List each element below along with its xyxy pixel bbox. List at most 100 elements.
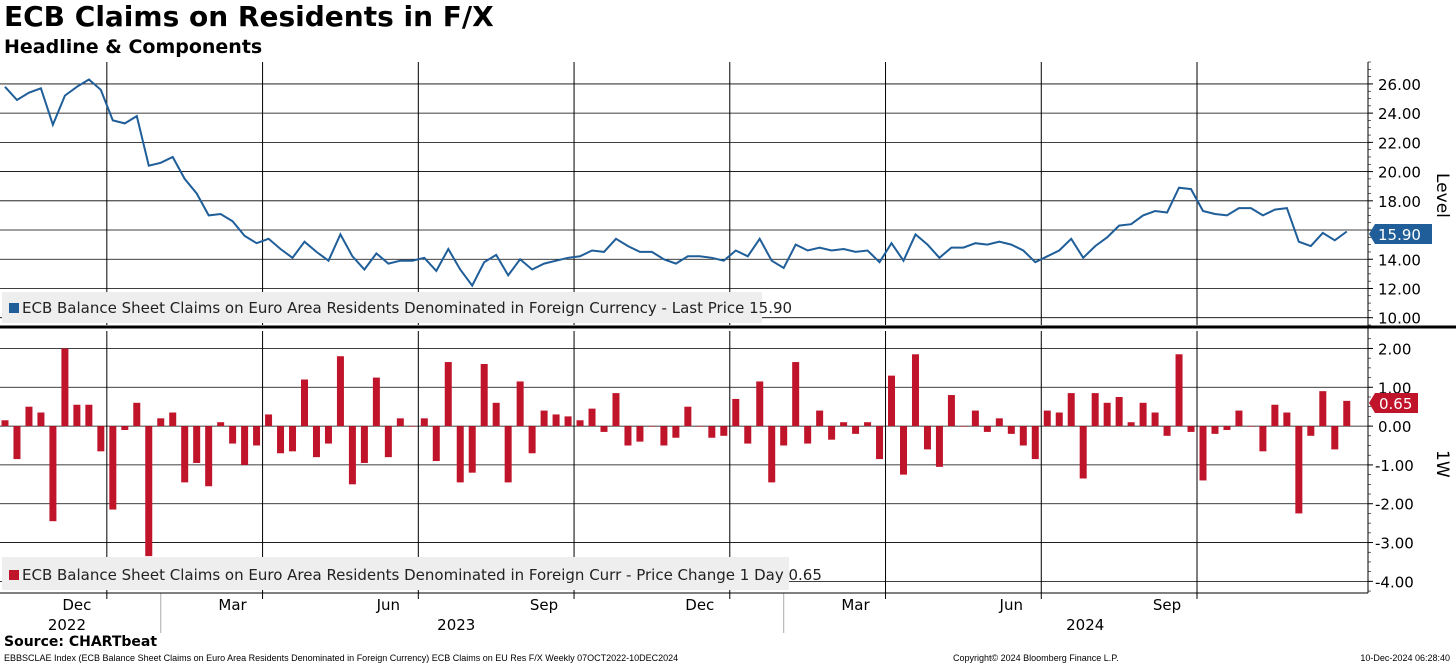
change-bar [432, 426, 440, 462]
change-bar [25, 406, 33, 427]
change-bar [384, 426, 392, 458]
change-bar [1055, 412, 1063, 427]
change-bar [408, 426, 416, 427]
change-bar [1139, 402, 1147, 427]
change-bar [241, 426, 249, 465]
change-bar [217, 422, 225, 427]
change-bar [289, 426, 297, 452]
change-legend-text: ECB Balance Sheet Claims on Euro Area Re… [22, 566, 822, 584]
change-bar [552, 414, 560, 427]
change-bar [588, 408, 596, 427]
change-bar [1331, 426, 1339, 450]
change-bar [121, 426, 129, 430]
level-tick-label: 24.00 [1378, 105, 1421, 123]
change-bar [1187, 426, 1195, 432]
change-bar [444, 362, 452, 427]
change-bar [780, 426, 788, 446]
change-bar [612, 393, 620, 427]
change-bar [648, 426, 656, 427]
level-axis-title: Level [1432, 173, 1452, 218]
change-bar [396, 418, 404, 427]
change-bar [1163, 426, 1171, 436]
change-bar [181, 426, 189, 483]
change-bar [864, 422, 872, 427]
change-bar [1007, 426, 1015, 434]
x-year-label: 2023 [437, 616, 475, 634]
level-series-line [4, 78, 1348, 288]
axes: 10.0012.0014.0016.0018.0020.0022.0024.00… [0, 61, 1456, 634]
change-bar [1259, 426, 1267, 452]
change-bar [85, 404, 93, 427]
change-axis-title: 1W [1432, 450, 1452, 478]
change-bar [1343, 400, 1351, 427]
change-bar [540, 410, 548, 427]
change-bar [1043, 410, 1051, 427]
change-bar [684, 406, 692, 427]
change-bar [1127, 422, 1135, 427]
change-bar [1295, 426, 1303, 514]
change-bar [660, 426, 668, 446]
change-bar [504, 426, 512, 483]
change-bar [420, 418, 428, 427]
change-bar [744, 426, 752, 444]
x-month-label: Dec [685, 596, 714, 614]
change-bar [696, 426, 704, 427]
change-bar [708, 426, 716, 438]
change-bar [277, 426, 285, 454]
level-legend-swatch [9, 303, 19, 313]
change-bar [372, 377, 380, 427]
change-bar [13, 426, 21, 460]
change-tick-label: -4.00 [1375, 573, 1414, 591]
change-bar [1115, 396, 1123, 427]
change-bar [1271, 404, 1279, 427]
change-bar [828, 426, 836, 440]
change-bar [169, 412, 177, 427]
series-description: EBBSCLAE Index (ECB Balance Sheet Claims… [4, 653, 679, 663]
chart-title: ECB Claims on Residents in F/X [4, 0, 494, 33]
level-panel-grid [0, 62, 1368, 325]
change-bar [528, 426, 536, 454]
change-bar [636, 426, 644, 442]
level-tick-label: 12.00 [1378, 280, 1421, 298]
change-bar [301, 379, 308, 427]
level-tick-label: 10.00 [1378, 310, 1421, 328]
change-bar [1307, 426, 1315, 436]
change-bar [1031, 426, 1039, 460]
change-bar [193, 426, 201, 463]
change-bar [947, 395, 955, 427]
change-bar [456, 426, 464, 483]
level-legend-box [2, 292, 762, 323]
level-tick-label: 18.00 [1378, 193, 1421, 211]
change-bar [1199, 426, 1207, 481]
change-legend-box [2, 557, 789, 590]
change-last-value: 0.65 [1379, 395, 1412, 413]
change-bar [37, 412, 45, 427]
change-tick-label: -3.00 [1375, 535, 1414, 553]
change-bar [229, 426, 237, 444]
change-tick-label: 2.00 [1378, 340, 1411, 358]
change-bar [1079, 426, 1087, 479]
change-bar [576, 420, 584, 427]
timestamp: 10-Dec-2024 06:28:40 [1360, 653, 1450, 663]
level-tick-label: 20.00 [1378, 164, 1421, 182]
change-bar [516, 381, 524, 427]
change-bar [324, 426, 332, 444]
change-tick-label: 0.00 [1378, 418, 1411, 436]
change-bar [995, 418, 1003, 427]
change-bar [1103, 402, 1111, 427]
copyright-note: Copyright© 2024 Bloomberg Finance L.P. [953, 653, 1119, 663]
change-bar [49, 426, 57, 522]
change-bar [792, 362, 800, 427]
level-legend-text: ECB Balance Sheet Claims on Euro Area Re… [22, 299, 792, 317]
change-bar [468, 426, 476, 473]
change-bar [1235, 410, 1243, 427]
change-bar [97, 426, 105, 452]
change-legend-swatch [9, 570, 19, 580]
change-bar [73, 404, 81, 427]
change-bar [900, 426, 907, 475]
change-bar [480, 363, 488, 427]
change-bar [348, 426, 356, 485]
change-bar [624, 426, 632, 446]
level-last-value-badge: 15.90 [1369, 224, 1432, 244]
change-bar [911, 354, 919, 427]
